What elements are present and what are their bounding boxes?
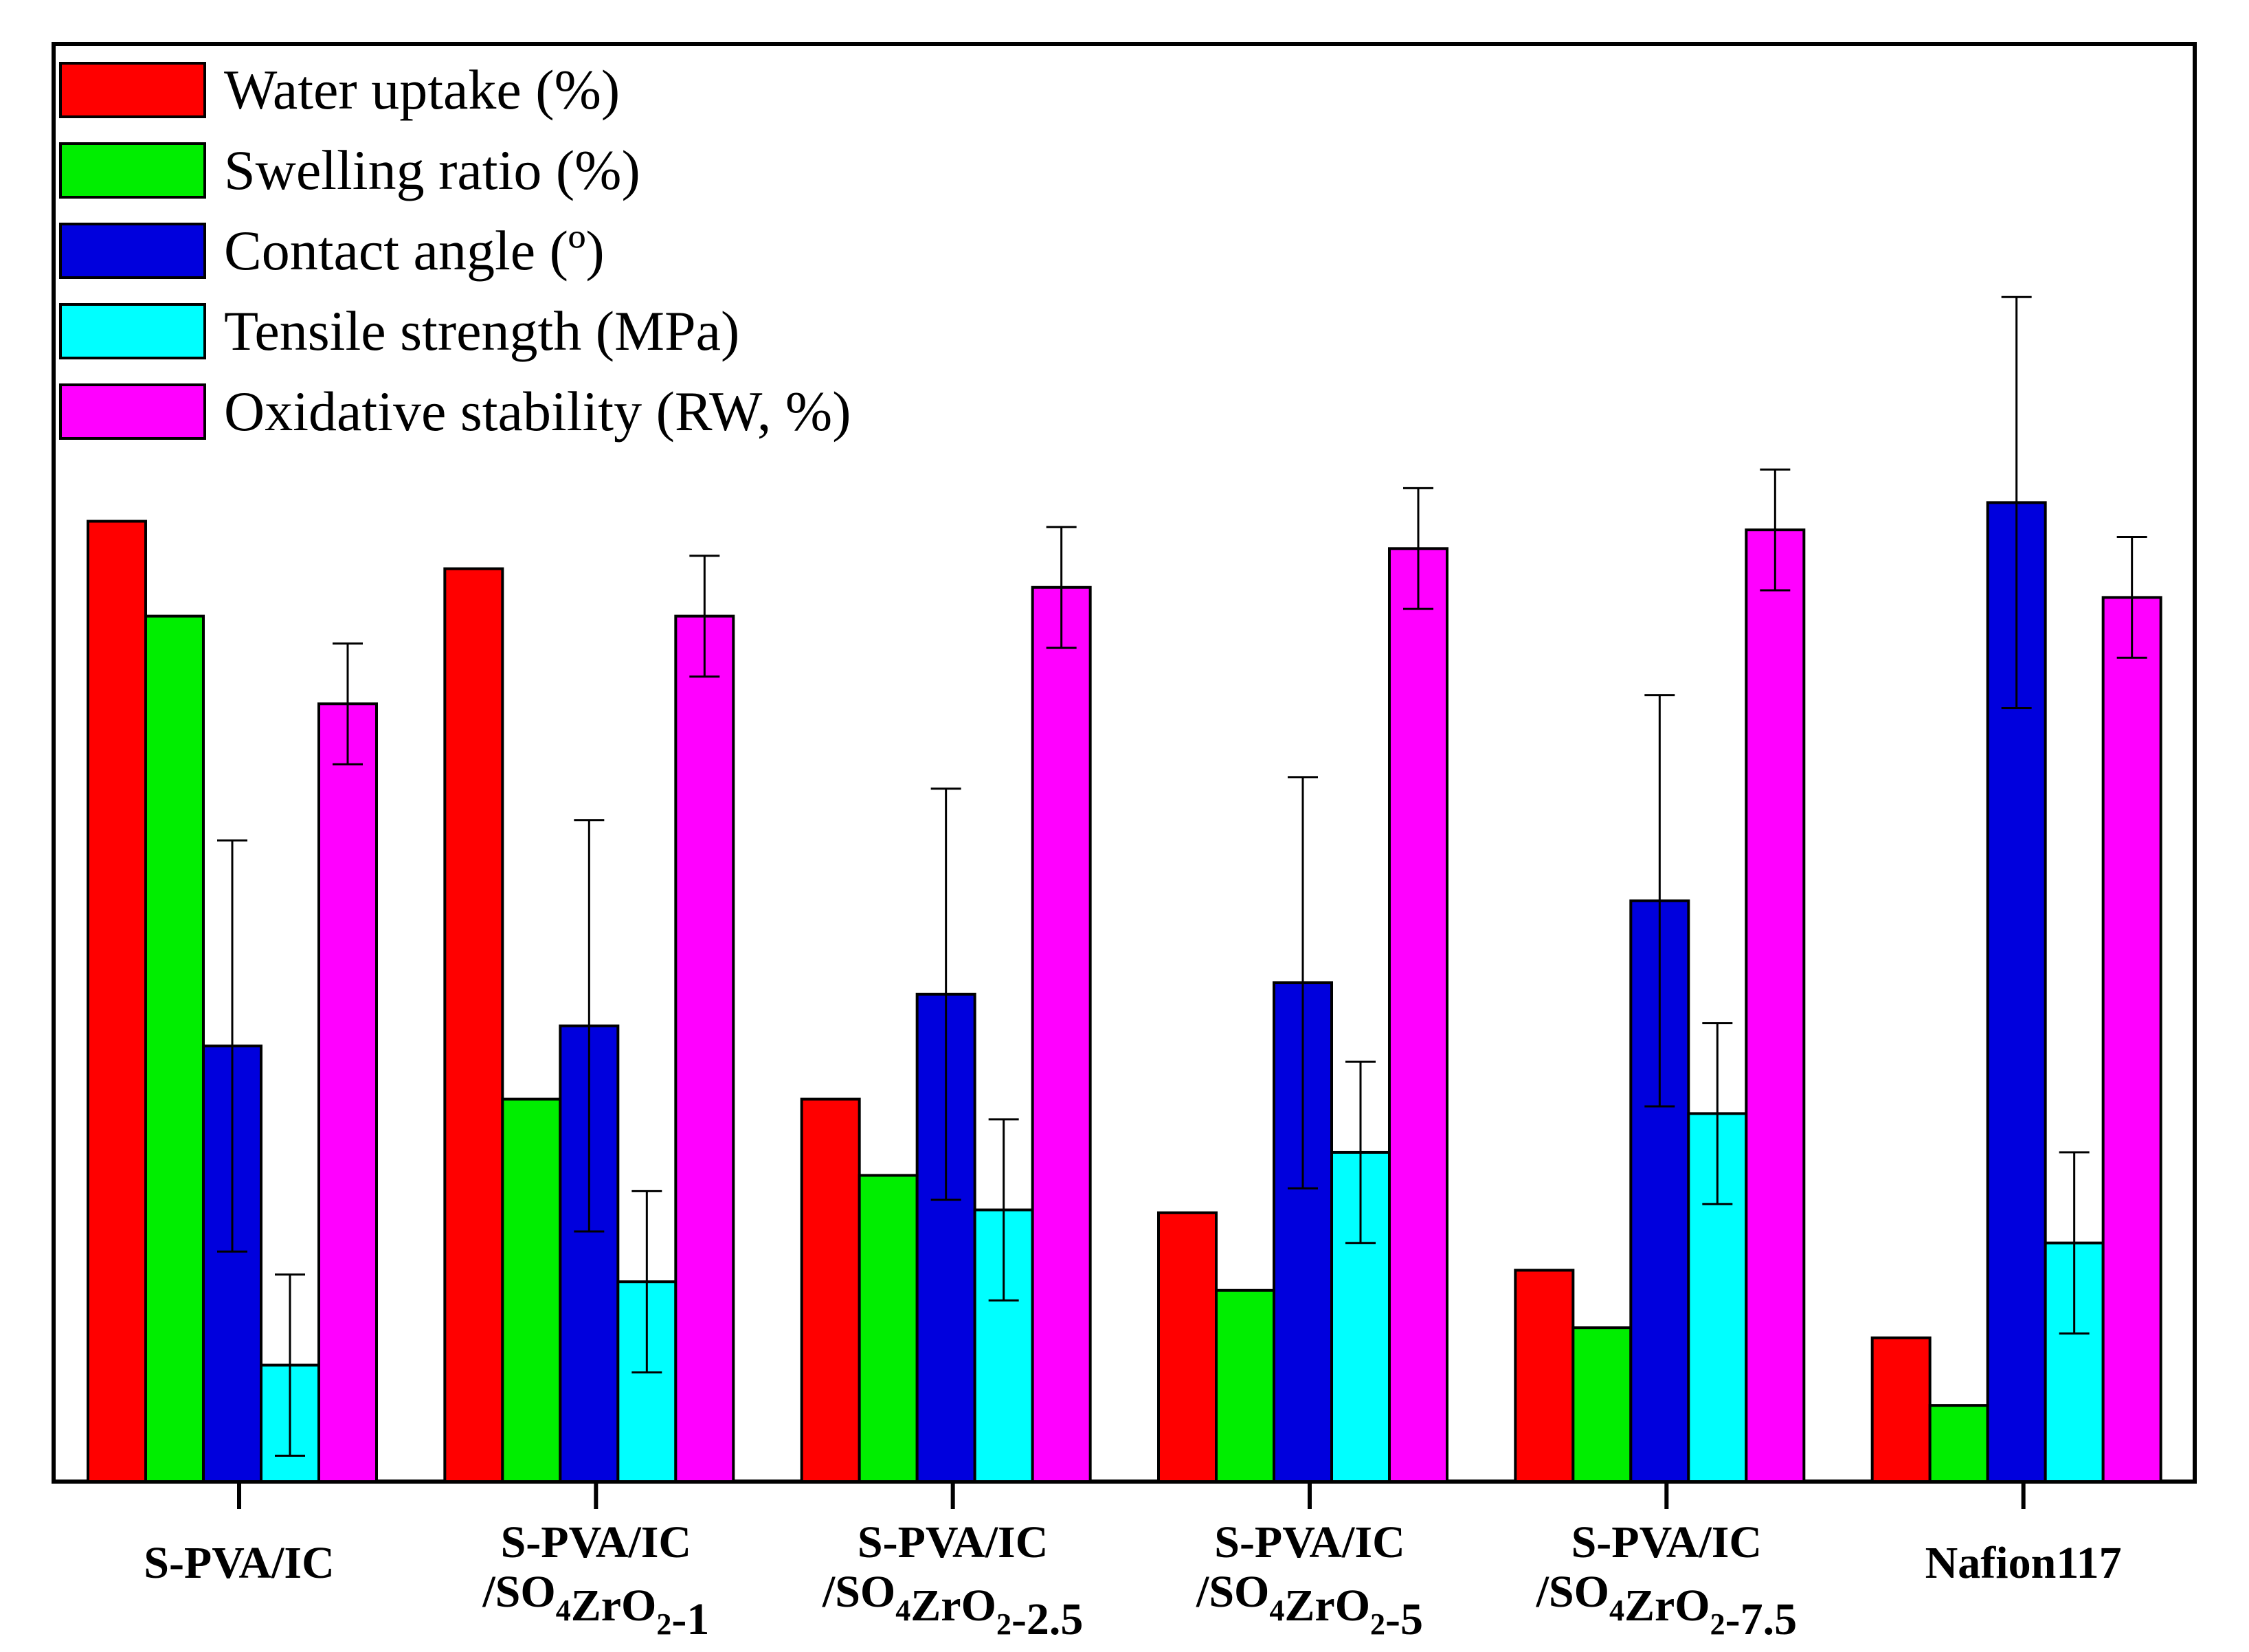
category-label: S-PVA/IC — [144, 1538, 335, 1588]
bar — [1215, 1288, 1275, 1484]
category-label: S-PVA/IC — [501, 1517, 692, 1567]
legend-swatch — [59, 223, 206, 279]
bar — [2044, 1241, 2105, 1484]
category-label-part: ZrO — [1624, 1581, 1710, 1631]
category-label-part: ZrO — [910, 1581, 996, 1631]
category-label-subscript: 4 — [1609, 1594, 1624, 1627]
legend-label: Contact angle (º) — [224, 219, 605, 282]
category-label-part: -1 — [671, 1594, 709, 1644]
bar — [1388, 547, 1448, 1483]
category-label-part: ZrO — [571, 1581, 657, 1631]
bar — [674, 614, 735, 1484]
bar — [858, 1174, 919, 1484]
bar — [317, 702, 378, 1483]
legend-swatch — [59, 383, 206, 440]
legend: Water uptake (%) Swelling ratio (%) Contac… — [59, 58, 851, 443]
category-label: /SO4ZrO2-1 — [482, 1567, 709, 1644]
legend-label: Oxidative stability (RW, %) — [224, 380, 851, 443]
category-label-part: /SO — [1536, 1567, 1609, 1617]
legend-label: Tensile strength (MPa) — [224, 300, 739, 362]
category-label: S-PVA/IC — [858, 1517, 1049, 1567]
category-label-part: -7.5 — [1725, 1594, 1797, 1644]
bar — [501, 1097, 562, 1483]
bar — [1157, 1211, 1218, 1484]
category-label: S-PVA/IC — [1214, 1517, 1405, 1567]
category-label-subscript: 2 — [1710, 1607, 1725, 1641]
bar — [1745, 528, 1806, 1484]
category-label-subscript: 4 — [1269, 1594, 1284, 1627]
category-label: Nafion117 — [1925, 1538, 2122, 1588]
bar — [1031, 585, 1092, 1483]
plot-frame — [52, 42, 2197, 1484]
legend-label: Swelling ratio (%) — [224, 139, 640, 201]
category-label: /SO4ZrO2-5 — [1196, 1567, 1423, 1644]
category-label-part: -2.5 — [1011, 1594, 1083, 1644]
category-label-subscript: 2 — [1370, 1607, 1385, 1641]
legend-label: Water uptake (%) — [224, 58, 620, 121]
bar — [443, 567, 504, 1484]
bars-layer — [87, 501, 2162, 1484]
bar — [1928, 1404, 1989, 1484]
error-bars-layer — [217, 295, 2147, 1457]
bar — [1687, 1112, 1748, 1483]
category-label-subscript: 4 — [895, 1594, 910, 1627]
bar — [1571, 1326, 1633, 1483]
category-label-subscript: 2 — [656, 1607, 671, 1641]
bar — [2101, 596, 2162, 1483]
category-label-part: /SO — [482, 1567, 555, 1617]
bar — [87, 520, 147, 1484]
category-label: /SO4ZrO2-7.5 — [1536, 1567, 1798, 1644]
category-label: S-PVA/IC — [1571, 1517, 1763, 1567]
category-label-part: ZrO — [1284, 1581, 1370, 1631]
category-label: /SO4ZrO2-2.5 — [822, 1567, 1084, 1644]
legend-swatch — [59, 303, 206, 359]
bar — [915, 992, 976, 1483]
x-ticks-layer — [237, 1482, 2026, 1509]
bar — [1870, 1336, 1932, 1484]
category-label-subscript: 4 — [556, 1594, 571, 1627]
bar — [1514, 1269, 1575, 1483]
category-label-part: -5 — [1385, 1594, 1423, 1644]
legend-swatch — [59, 62, 206, 118]
category-labels-layer: S-PVA/IC S-PVA/IC/SO4ZrO2-1S-PVA/IC/SO4Zr… — [144, 1517, 2121, 1644]
bar — [144, 614, 205, 1484]
bar — [800, 1097, 861, 1483]
category-label-part: /SO — [1196, 1567, 1269, 1617]
category-label-subscript: 2 — [996, 1607, 1011, 1641]
category-label-part: /SO — [822, 1567, 895, 1617]
legend-swatch — [59, 142, 206, 199]
